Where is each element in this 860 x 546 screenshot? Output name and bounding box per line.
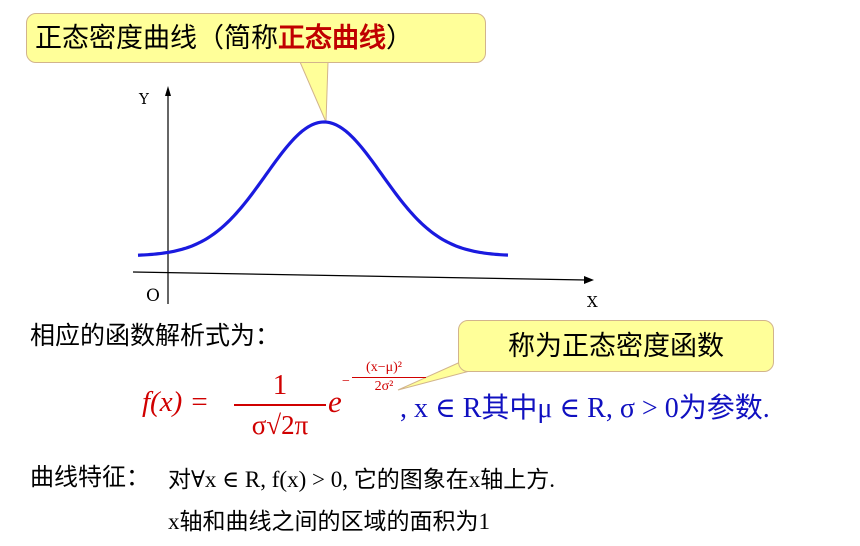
formula-condition: , x ∈ R其中μ ∈ R, σ > 0为参数. <box>400 393 770 424</box>
title-callout: 正态密度曲线（简称正态曲线） <box>26 13 486 63</box>
title-callout-close: ） <box>386 23 413 54</box>
normal-density-curve <box>137 120 509 257</box>
formula-numerator: 1 <box>272 369 288 401</box>
x-axis-label: X <box>587 293 598 311</box>
y-axis-arrow <box>165 86 171 96</box>
intro-text: 相应的函数解析式为： <box>30 321 281 350</box>
x-axis <box>132 271 587 281</box>
density-function-callout: 称为正态密度函数 <box>458 320 774 372</box>
formula-lhs: f(x) = <box>142 386 210 418</box>
curve-features-label: 曲线特征： <box>30 463 150 491</box>
title-callout-highlight: 正态曲线 <box>278 23 386 54</box>
title-callout-text: 正态密度曲线（简称 <box>35 23 278 54</box>
density-formula: f(x) = 1 σ√2π e − (x−μ)² 2σ² , x ∈ R其中μ … <box>142 360 782 450</box>
formula-exponent-numerator: (x−μ)² <box>366 360 402 375</box>
title-callout-pointer <box>299 61 329 123</box>
formula-exp-base: e <box>328 384 342 419</box>
formula-exponent-bar <box>352 377 426 378</box>
formula-exponent-minus: − <box>342 374 350 389</box>
curve-feature-area: x轴和曲线之间的区域的面积为1 <box>168 509 490 534</box>
formula-fraction: 1 σ√2π <box>234 368 326 442</box>
y-axis-label: Y <box>139 90 149 108</box>
x-axis-arrow <box>584 276 594 284</box>
curve-feature-positive: 对∀x ∈ R, f(x) > 0, 它的图象在x轴上方. <box>168 467 555 492</box>
formula-exponent-denominator: 2σ² <box>374 379 394 394</box>
formula-denominator: σ√2π <box>251 410 309 440</box>
density-function-callout-text: 称为正态密度函数 <box>508 331 724 362</box>
origin-label: O <box>146 286 160 306</box>
formula-fraction-bar <box>234 404 326 406</box>
formula-exponent: (x−μ)² 2σ² <box>342 360 426 395</box>
